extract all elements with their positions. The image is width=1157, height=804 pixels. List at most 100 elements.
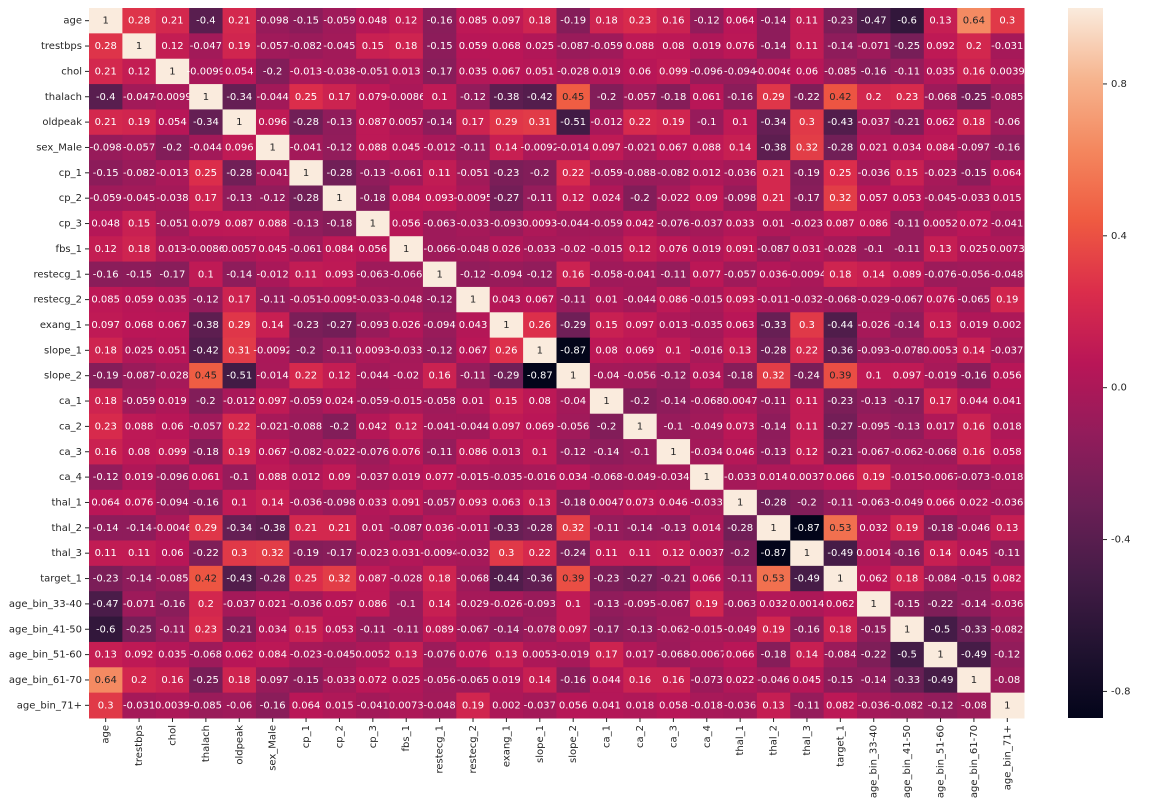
cell — [255, 667, 290, 694]
cell-label: 0.097 — [893, 371, 922, 382]
cell — [422, 109, 457, 136]
cell — [322, 413, 357, 440]
cell — [589, 58, 624, 85]
cell-label: 0.077 — [692, 269, 721, 280]
cell — [990, 109, 1025, 136]
cell — [189, 692, 224, 719]
cell — [756, 210, 791, 237]
cell — [489, 286, 524, 313]
cell-label: -0.42 — [527, 92, 553, 103]
cell — [122, 84, 157, 110]
cell — [857, 134, 891, 161]
cell-label: -0.08 — [994, 675, 1020, 686]
cell — [89, 565, 123, 592]
cell — [456, 160, 491, 186]
cell-label: -0.029 — [457, 599, 489, 610]
cell — [690, 413, 724, 440]
cell — [456, 591, 491, 618]
cell-label: -0.0086 — [387, 92, 426, 103]
cell — [690, 8, 724, 34]
cell — [523, 515, 557, 541]
cell-label: 1 — [904, 624, 910, 635]
cell — [523, 109, 557, 136]
cell — [990, 8, 1025, 34]
cell — [289, 565, 324, 592]
cell-label: -0.0067 — [687, 650, 726, 661]
cell-label: -0.17 — [427, 66, 453, 77]
cell-label: -0.38 — [260, 523, 286, 534]
cell — [756, 337, 791, 364]
cell-label: -0.12 — [694, 16, 720, 27]
cell-label: 0.13 — [929, 320, 951, 331]
cell-label: 0.31 — [228, 345, 250, 356]
cell — [556, 565, 591, 592]
cell-label: 0.21 — [95, 117, 117, 128]
y-tick-label: slope_2 — [44, 371, 82, 382]
cell — [690, 337, 724, 364]
cell — [556, 286, 591, 313]
cell-label: 0.16 — [95, 447, 117, 458]
cell — [489, 413, 524, 440]
cell — [623, 58, 658, 85]
cell-label: -0.51 — [226, 371, 252, 382]
cell-label: 0.1 — [432, 92, 448, 103]
cell — [489, 388, 524, 415]
cell-label: 0.085 — [459, 16, 488, 27]
cell — [556, 363, 591, 389]
cell-label: -0.062 — [891, 447, 923, 458]
cell — [857, 261, 891, 288]
cell — [122, 58, 157, 85]
cell-label: -0.014 — [257, 371, 289, 382]
cell — [790, 591, 825, 618]
cell-label: -0.15 — [427, 41, 453, 52]
cell — [389, 540, 424, 567]
cell — [189, 413, 224, 440]
cell — [122, 109, 157, 136]
cell — [222, 261, 257, 288]
cell — [489, 616, 524, 643]
cell-label: -0.16 — [994, 142, 1020, 153]
cell — [456, 363, 491, 389]
cell-label: 0.056 — [993, 371, 1022, 382]
cell-label: 0.046 — [659, 497, 688, 508]
cell-label: 0.21 — [762, 168, 784, 179]
cell-label: -0.047 — [190, 41, 222, 52]
cell — [923, 210, 958, 237]
cell-label: -0.021 — [257, 421, 289, 432]
cell-label: -0.13 — [226, 193, 252, 204]
cell — [389, 134, 424, 161]
cell-label: 0.1 — [231, 497, 247, 508]
cell-label: 0.002 — [492, 700, 521, 711]
cell-label: 0.059 — [125, 295, 154, 306]
cell — [756, 58, 791, 85]
colorbar-tick-label: -0.4 — [1111, 535, 1131, 546]
cell-label: 0.082 — [993, 574, 1022, 585]
cell — [222, 540, 257, 567]
cell-label: -0.27 — [493, 193, 519, 204]
cell-label: -0.076 — [357, 447, 389, 458]
cell — [89, 464, 123, 491]
cell — [857, 58, 891, 85]
colorbar-tick-label: -0.8 — [1111, 686, 1131, 697]
cell — [422, 134, 457, 161]
cell-label: -0.24 — [794, 371, 820, 382]
cell-label: -0.059 — [123, 396, 155, 407]
cell-label: -0.036 — [991, 599, 1023, 610]
cell — [990, 363, 1025, 389]
cell — [155, 8, 190, 34]
cell — [322, 210, 357, 237]
cell-label: -0.18 — [928, 523, 954, 534]
cell-label: -0.21 — [894, 117, 920, 128]
cell-label: -0.21 — [226, 624, 252, 635]
cell — [222, 84, 257, 110]
cell-label: -0.12 — [660, 371, 686, 382]
cell-label: -0.14 — [761, 421, 787, 432]
cell — [456, 616, 491, 643]
cell-label: -0.059 — [357, 396, 389, 407]
cell-label: 0.053 — [893, 193, 922, 204]
cell — [589, 515, 624, 541]
cell-label: -0.16 — [861, 66, 887, 77]
cell — [790, 236, 825, 263]
cell — [656, 134, 691, 161]
cell-label: -0.17 — [160, 269, 186, 280]
